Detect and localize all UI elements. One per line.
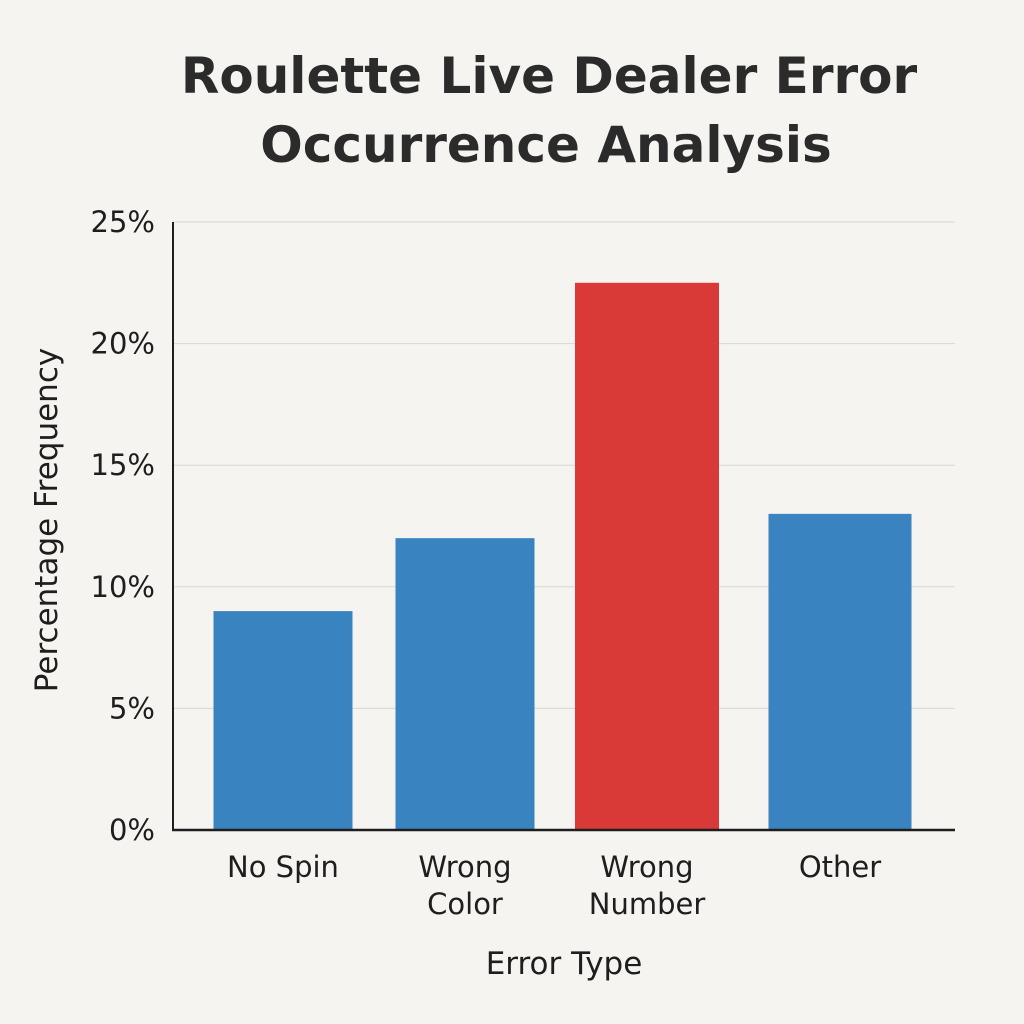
y-tick-label: 20% xyxy=(91,327,155,361)
x-category-label: No Spin xyxy=(227,850,339,884)
bar xyxy=(768,513,912,830)
bars xyxy=(213,282,912,830)
x-axis-title: Error Type xyxy=(486,946,643,982)
chart-title-line-1: Roulette Live Dealer Error xyxy=(181,47,918,105)
x-category-label: Number xyxy=(589,887,706,921)
y-tick-label: 15% xyxy=(91,448,155,482)
y-axis-title: Percentage Frequency xyxy=(29,348,65,692)
x-category-label: Wrong xyxy=(418,850,511,884)
x-category-label: Wrong xyxy=(600,850,693,884)
y-tick-label: 10% xyxy=(91,570,155,604)
axes xyxy=(172,222,955,832)
x-category-label: Other xyxy=(799,850,881,884)
chart-title-line-2: Occurrence Analysis xyxy=(260,116,832,174)
bar xyxy=(395,538,535,830)
y-tick-labels: 0% 5% 10% 15% 20% 25% xyxy=(91,205,155,847)
y-tick-label: 25% xyxy=(91,205,155,239)
bar xyxy=(575,282,719,830)
y-tick-label: 5% xyxy=(109,691,155,725)
bar xyxy=(213,611,353,830)
x-category-label: Color xyxy=(427,887,503,921)
y-tick-label: 0% xyxy=(109,813,155,847)
